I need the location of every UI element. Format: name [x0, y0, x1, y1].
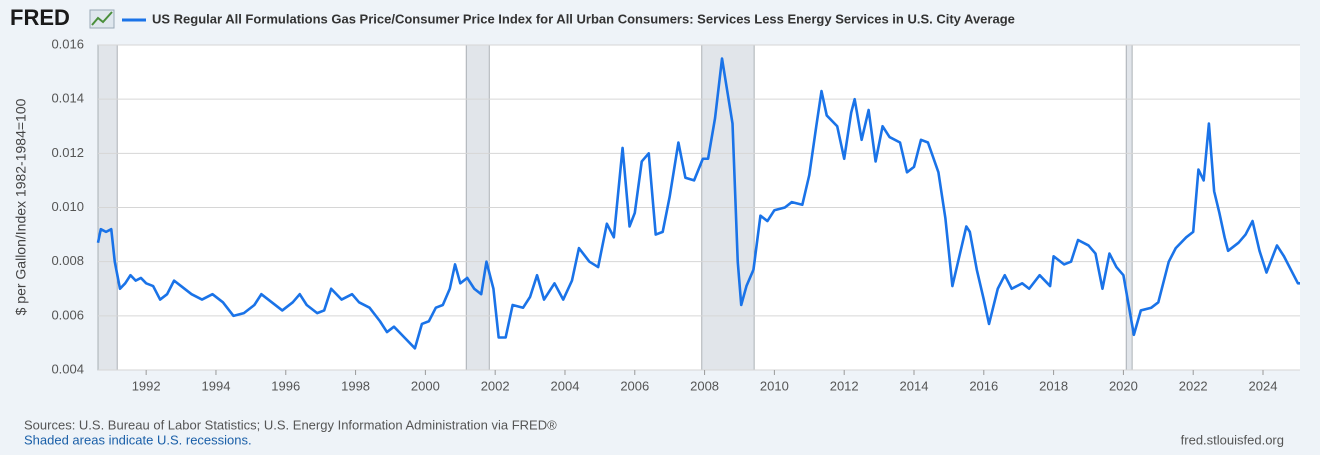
- y-tick-label: 0.008: [51, 253, 84, 268]
- x-tick-label: 1992: [132, 378, 161, 393]
- x-tick-label: 2002: [481, 378, 510, 393]
- recession-note[interactable]: Shaded areas indicate U.S. recessions.: [24, 432, 252, 447]
- y-tick-label: 0.006: [51, 307, 84, 322]
- site-link[interactable]: fred.stlouisfed.org: [1181, 432, 1284, 447]
- logo: FRED: [10, 5, 70, 30]
- series-line: [96, 57, 1300, 350]
- x-tick-label: 2016: [969, 378, 998, 393]
- x-tick-label: 2024: [1249, 378, 1278, 393]
- x-tick-label: 1994: [202, 378, 231, 393]
- source-note: Sources: U.S. Bureau of Labor Statistics…: [24, 417, 557, 432]
- x-tick-label: 1996: [271, 378, 300, 393]
- legend-label: US Regular All Formulations Gas Price/Co…: [152, 11, 1015, 26]
- y-tick-label: 0.016: [51, 36, 84, 51]
- y-axis-label: $ per Gallon/Index 1982-1984=100: [13, 98, 29, 315]
- x-tick-label: 1998: [341, 378, 370, 393]
- logo-icon: [89, 9, 115, 29]
- x-tick-label: 2018: [1039, 378, 1068, 393]
- y-tick-label: 0.014: [51, 91, 84, 106]
- plot-layer: 0.004 0.006 0.008 0.010 0.012 0.014 0.016 1992 1…: [51, 36, 1300, 393]
- x-tick-label: 2022: [1179, 378, 1208, 393]
- x-tick-label: 2000: [411, 378, 440, 393]
- x-tick-label: 2008: [690, 378, 719, 393]
- y-tick-label: 0.010: [51, 199, 84, 214]
- x-tick-label: 2004: [551, 378, 580, 393]
- x-tick-label: 2006: [620, 378, 649, 393]
- x-tick-label: 2010: [760, 378, 789, 393]
- y-tick-label: 0.004: [51, 361, 84, 376]
- x-tick-label: 2012: [830, 378, 859, 393]
- x-tick-label: 2014: [900, 378, 929, 393]
- x-tick-label: 2020: [1109, 378, 1138, 393]
- y-tick-label: 0.012: [51, 145, 84, 160]
